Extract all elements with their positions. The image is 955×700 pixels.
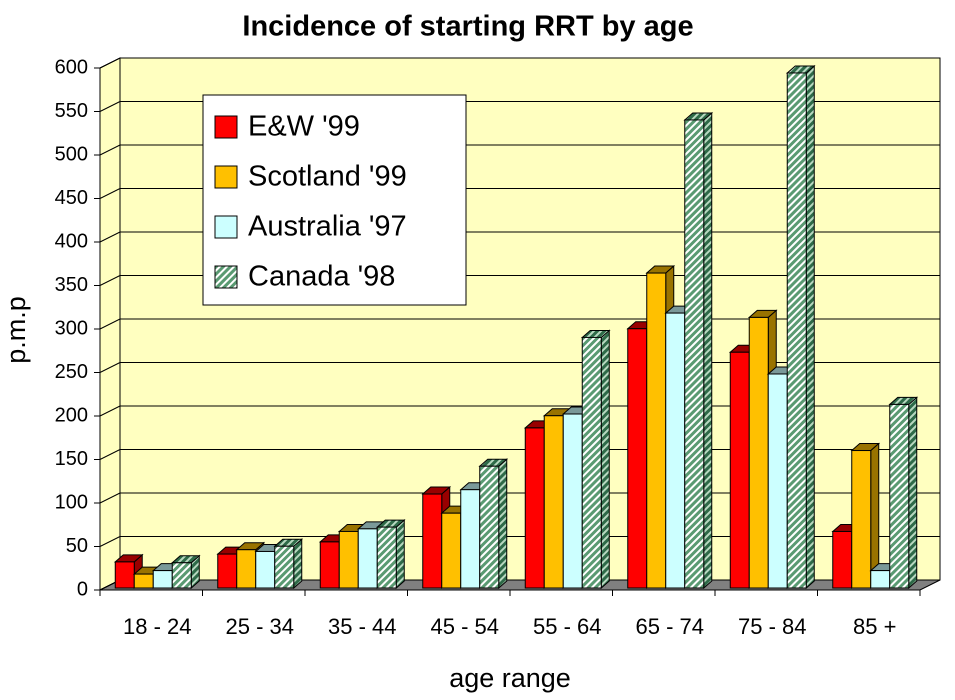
bar-side: [600, 329, 610, 590]
grid-line: [99, 101, 121, 112]
bar: [580, 329, 611, 590]
x-tick-label: 45 - 54: [431, 614, 500, 639]
y-axis-label: p.m.p: [1, 296, 31, 364]
bar-front: [851, 450, 872, 589]
x-tick-label: 25 - 34: [226, 614, 295, 639]
y-tick-label: 100: [55, 491, 88, 513]
x-tick-label: 75 - 84: [738, 614, 807, 639]
bar-side: [703, 111, 713, 590]
y-tick-label: 50: [66, 535, 88, 557]
bar-front: [460, 489, 481, 589]
y-tick-label: 200: [55, 404, 88, 426]
bar-front: [319, 541, 340, 589]
bar-front: [646, 272, 667, 589]
bar-front: [217, 553, 238, 589]
chart-title: Incidence of starting RRT by age: [242, 11, 693, 43]
bar-front: [786, 72, 807, 589]
bar-side: [293, 538, 303, 590]
grid-line: [99, 405, 121, 417]
grid-line: [99, 536, 121, 547]
bar-front: [236, 549, 257, 589]
x-tick-label: 65 - 74: [636, 614, 705, 639]
bar-front: [479, 465, 500, 589]
bar: [785, 64, 816, 590]
legend-label: E&W '99: [248, 111, 360, 143]
grid-line: [99, 275, 121, 286]
bar-side: [805, 64, 815, 590]
x-tick-label: 55 - 64: [533, 614, 602, 639]
grid-line: [99, 57, 121, 69]
bar-front: [524, 427, 545, 589]
bar-side: [395, 518, 405, 590]
bar-front: [357, 528, 378, 589]
grid-line: [99, 231, 121, 243]
grid-line: [99, 188, 121, 199]
bar-front: [889, 403, 910, 589]
bar-front: [543, 415, 564, 589]
y-tick-label: 500: [55, 143, 88, 165]
y-tick-label: 150: [55, 448, 88, 470]
bar-front: [422, 493, 443, 589]
y-tick-label: 350: [55, 274, 88, 296]
bar-front: [171, 562, 192, 589]
y-tick-label: 0: [77, 578, 88, 600]
grid-line: [99, 362, 121, 373]
bar-front: [684, 119, 705, 589]
bar: [683, 111, 714, 590]
legend-swatch: [214, 165, 238, 189]
y-tick-label: 550: [55, 100, 88, 122]
bar-front: [152, 570, 173, 589]
legend-swatch: [214, 265, 238, 289]
bar: [850, 442, 881, 590]
bar-front: [376, 526, 397, 589]
x-tick-label: 18 - 24: [123, 614, 192, 639]
bar: [478, 458, 509, 590]
legend-label: Canada '98: [248, 261, 395, 293]
bar-front: [114, 561, 135, 589]
grid-line: [99, 449, 121, 460]
grid-line: [99, 144, 121, 156]
bar-front: [274, 545, 295, 589]
x-tick-label: 35 - 44: [328, 614, 397, 639]
legend-swatch: [214, 215, 238, 239]
legend-label: Australia '97: [248, 211, 407, 243]
bar: [888, 396, 919, 590]
bar-front: [832, 530, 853, 589]
bar-front: [562, 413, 583, 589]
bar-front: [665, 312, 686, 589]
bar-front: [767, 373, 788, 589]
legend-box: [202, 94, 467, 306]
bar-front: [441, 512, 462, 589]
bar-front: [255, 550, 276, 589]
bar-front: [748, 316, 769, 589]
grid-line: [99, 492, 121, 504]
bar-front: [133, 573, 154, 589]
legend-swatch: [214, 115, 238, 139]
bar-front: [729, 351, 750, 589]
y-tick-label: 250: [55, 361, 88, 383]
bar-side: [908, 396, 918, 590]
bar-side: [498, 458, 508, 590]
x-tick-label: 85 +: [853, 614, 896, 639]
x-axis-label: age range: [449, 663, 571, 693]
bar: [273, 538, 304, 590]
bar-front: [870, 570, 891, 589]
bar-front: [627, 328, 648, 589]
bar: [170, 554, 201, 590]
y-tick-label: 400: [55, 230, 88, 252]
bar: [375, 518, 406, 590]
bar-front: [581, 336, 602, 589]
y-tick-label: 300: [55, 317, 88, 339]
y-tick-label: 450: [55, 187, 88, 209]
bar-front: [338, 530, 359, 589]
grid-line: [99, 318, 121, 330]
y-tick-label: 600: [55, 56, 88, 78]
legend-label: Scotland '99: [248, 161, 407, 193]
